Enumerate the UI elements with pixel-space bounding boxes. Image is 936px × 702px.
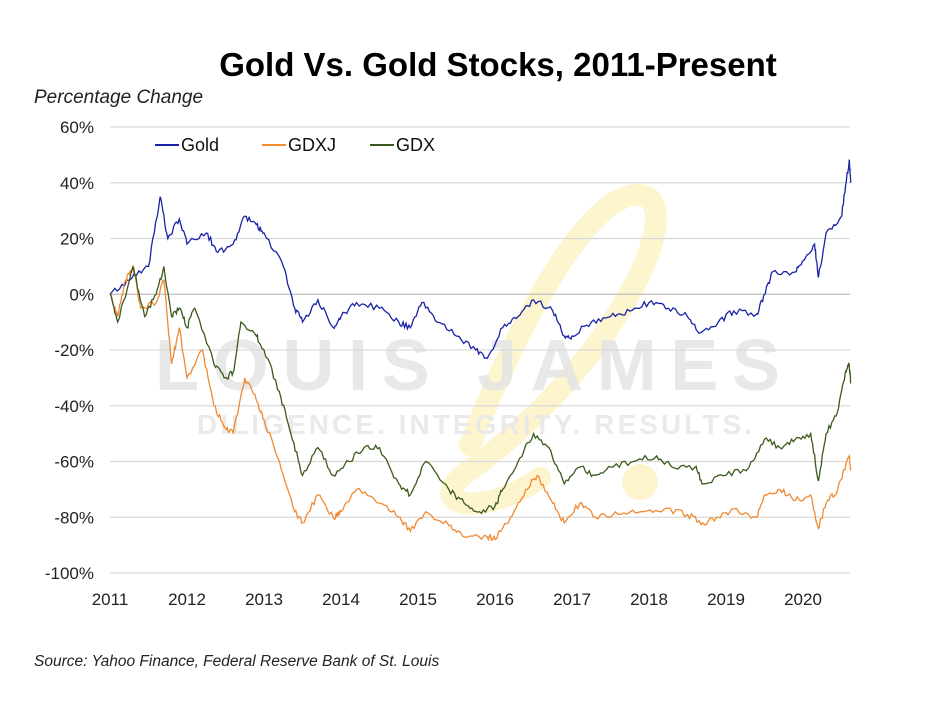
x-tick-label: 2017	[553, 590, 591, 609]
y-tick-label: -100%	[45, 564, 94, 583]
chart-title: Gold Vs. Gold Stocks, 2011-Present	[219, 46, 777, 83]
legend-label: Gold	[181, 135, 219, 155]
x-tick-label: 2014	[322, 590, 360, 609]
series-line-gdx	[109, 266, 852, 515]
watermark-monogram	[440, 183, 667, 515]
x-tick-label: 2011	[92, 590, 129, 609]
x-tick-label: 2020	[784, 590, 822, 609]
x-tick-label: 2013	[245, 590, 283, 609]
x-tick-label: 2016	[476, 590, 514, 609]
y-tick-label: -20%	[54, 341, 94, 360]
watermark-tagline: DILIGENCE. INTEGRITY. RESULTS.	[197, 409, 752, 440]
y-tick-label: 60%	[60, 118, 94, 137]
series-line-gdxj	[109, 264, 852, 542]
series-line-gold	[109, 158, 852, 360]
y-axis-label: Percentage Change	[34, 87, 203, 108]
y-tick-label: -80%	[54, 508, 94, 527]
x-tick-label: 2019	[707, 590, 745, 609]
y-tick-label: -40%	[54, 397, 94, 416]
x-tick-label: 2018	[630, 590, 668, 609]
legend-label: GDX	[396, 135, 435, 155]
x-tick-label: 2012	[168, 590, 206, 609]
watermark-logo: LOUIS JAMES DILIGENCE. INTEGRITY. RESULT…	[155, 183, 780, 515]
watermark-name: LOUIS JAMES	[155, 326, 780, 406]
x-tick-label: 2015	[399, 590, 437, 609]
source-note: Source: Yahoo Finance, Federal Reserve B…	[34, 653, 439, 670]
y-tick-label: -60%	[54, 453, 94, 472]
legend-label: GDXJ	[288, 135, 336, 155]
y-tick-label: 0%	[69, 285, 94, 304]
y-tick-label: 40%	[60, 174, 94, 193]
y-tick-label: 20%	[60, 230, 94, 249]
